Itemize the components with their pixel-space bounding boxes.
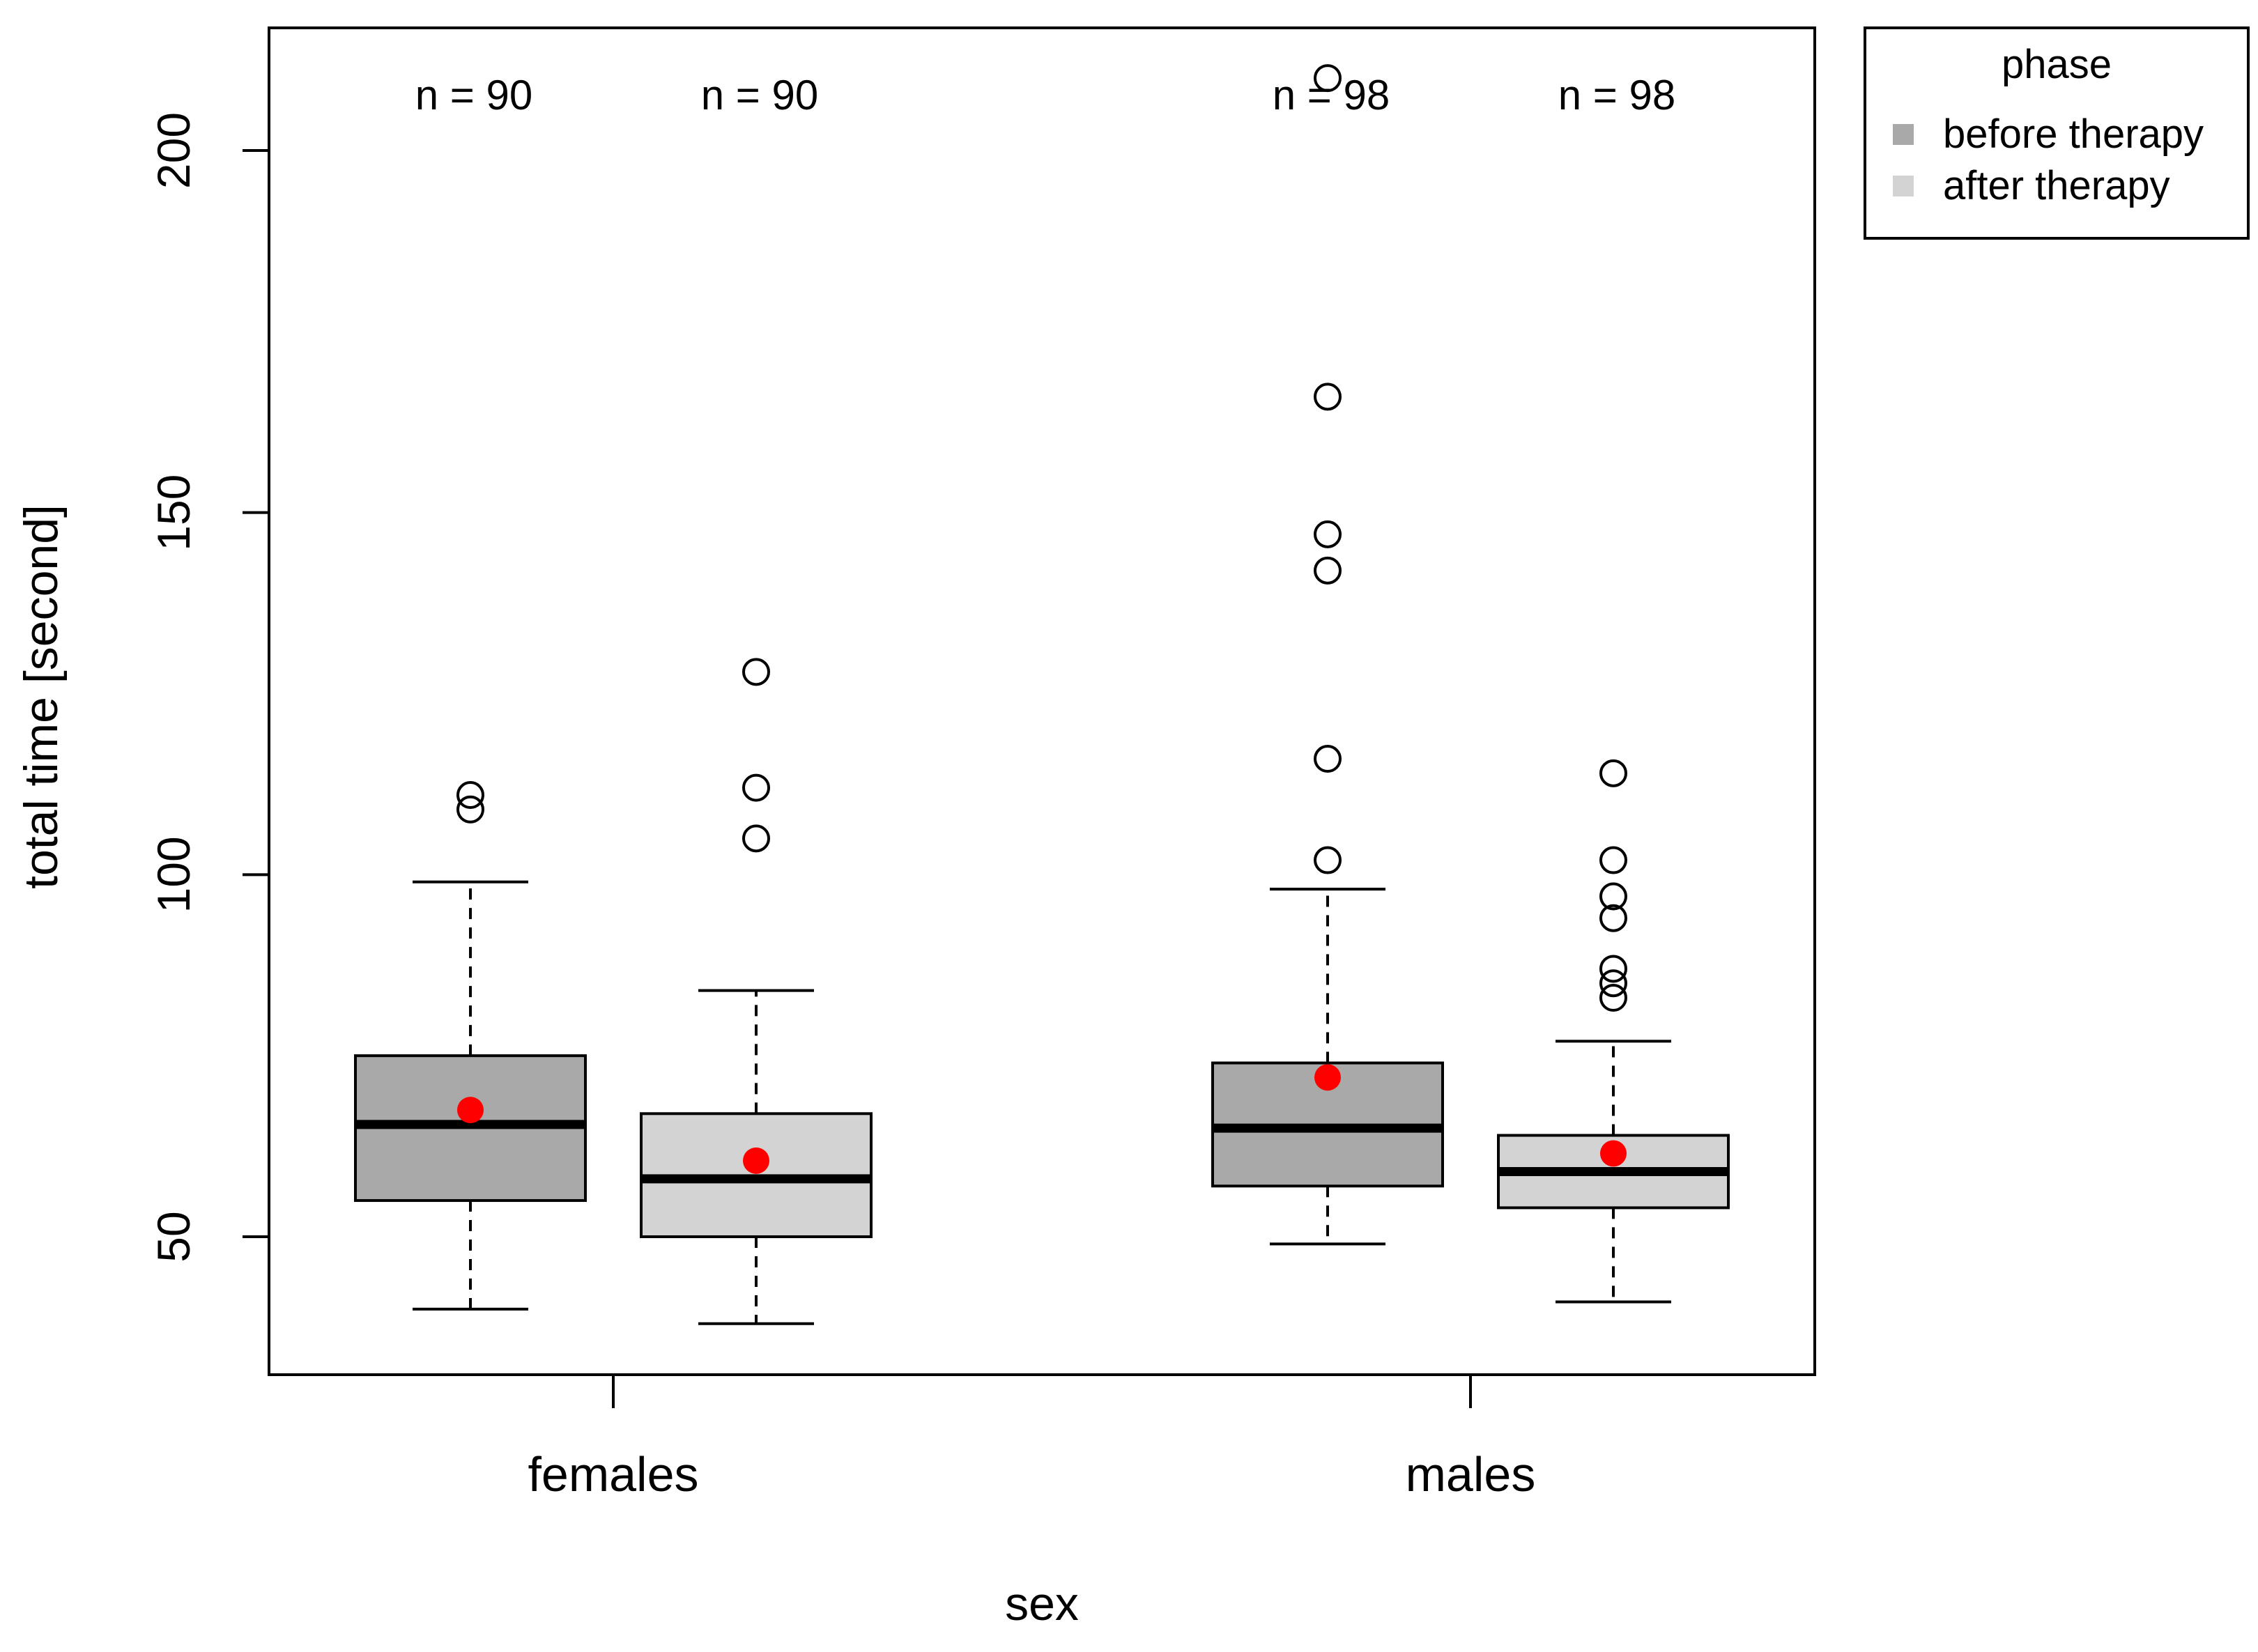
mean-point bbox=[1314, 1064, 1341, 1091]
n-label-females-before-therapy: n = 90 bbox=[415, 72, 533, 118]
outlier-point bbox=[1599, 759, 1627, 787]
legend-frame bbox=[1864, 26, 2250, 240]
x-tick-label-females: females bbox=[528, 1447, 698, 1502]
mean-point bbox=[1600, 1140, 1627, 1167]
outlier-point bbox=[1599, 882, 1627, 911]
outlier-point bbox=[456, 795, 484, 824]
legend-label-before-therapy: before therapy bbox=[1943, 111, 2204, 157]
outlier-point bbox=[1599, 955, 1627, 983]
y-tick-label-200: 200 bbox=[148, 112, 199, 189]
sample-size-labels: n = 90 n = 90 n = 98 n = 98 bbox=[415, 72, 1676, 118]
outlier-point bbox=[742, 773, 770, 802]
mean-point bbox=[743, 1147, 769, 1174]
x-axis: females males bbox=[528, 1375, 1535, 1502]
n-label-males-after-therapy: n = 98 bbox=[1558, 72, 1676, 118]
outlier-point bbox=[742, 658, 770, 686]
y-tick-label-50: 50 bbox=[148, 1211, 199, 1262]
box-males-before-therapy bbox=[1211, 64, 1444, 1246]
box-males-after-therapy bbox=[1497, 759, 1730, 1304]
box-females-after-therapy bbox=[640, 658, 873, 1325]
outlier-point bbox=[456, 781, 484, 810]
outlier-point bbox=[1314, 846, 1342, 874]
outlier-point bbox=[1314, 64, 1342, 93]
outlier-point bbox=[1599, 984, 1627, 1012]
y-axis-title: total time [second] bbox=[15, 504, 68, 889]
outlier-point bbox=[742, 824, 770, 853]
outlier-point bbox=[1599, 846, 1627, 874]
y-axis: 50 100 150 200 bbox=[148, 112, 270, 1263]
outlier-point bbox=[1599, 969, 1627, 998]
legend: phase before therapy after therapy bbox=[1864, 26, 2250, 240]
mean-point bbox=[457, 1097, 484, 1124]
outlier-point bbox=[1314, 556, 1342, 585]
legend-swatch-after-therapy bbox=[1893, 176, 1914, 196]
outlier-point bbox=[1314, 745, 1342, 773]
boxplot-series bbox=[354, 64, 1730, 1325]
x-tick-label-males: males bbox=[1406, 1447, 1536, 1502]
n-label-females-after-therapy: n = 90 bbox=[701, 72, 819, 118]
legend-swatch-before-therapy bbox=[1893, 124, 1914, 145]
x-axis-title: sex bbox=[1005, 1577, 1079, 1630]
n-label-males-before-therapy: n = 98 bbox=[1273, 72, 1390, 118]
legend-label-after-therapy: after therapy bbox=[1943, 163, 2170, 208]
outlier-point bbox=[1314, 383, 1342, 411]
legend-title: phase bbox=[2002, 42, 2112, 87]
outlier-point bbox=[1314, 520, 1342, 548]
y-tick-label-100: 100 bbox=[148, 836, 199, 913]
y-tick-label-150: 150 bbox=[148, 474, 199, 551]
box-females-before-therapy bbox=[354, 781, 587, 1311]
outlier-point bbox=[1599, 904, 1627, 932]
